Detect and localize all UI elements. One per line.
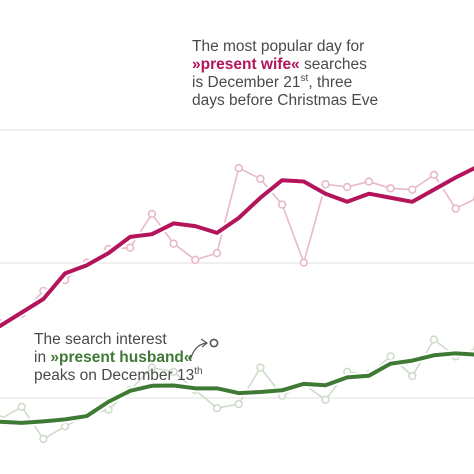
husband-peak-marker [209,338,219,348]
husband-raw-point [256,363,265,372]
annotation-text: The most popular day for [192,38,365,55]
wife-raw-point [408,185,417,194]
wife-raw-point [234,163,243,173]
husband-trend-line [0,351,474,425]
wife-raw-point [343,182,352,192]
husband-raw-point [408,371,417,381]
annotation-text: searches [304,56,367,73]
gridlines [0,129,474,399]
annotation-text: , three [308,74,353,91]
husband-arrow-head [200,338,209,348]
annotation-text: peaks on December 13 [34,367,195,384]
wife-raw-point [125,243,135,252]
wife-raw-point [191,255,200,265]
annotation-text: is December 21 [192,74,301,91]
wife-raw-point [429,170,439,180]
annotation-ordinal: th [194,365,203,377]
annotation-text: in [34,349,47,366]
husband-trend-series [0,349,474,427]
wife-trend-line [0,166,474,328]
husband-raw-point [386,352,395,361]
wife-trend-halo [0,163,474,330]
wife-raw-point [451,204,460,213]
wife-raw-point [321,180,330,189]
husband-raw-point [234,399,243,409]
wife-peak-annotation: The most popular day for »present wife« … [192,38,378,110]
husband-raw-point [60,422,70,431]
husband-raw-point [147,363,157,372]
husband-raw-point [39,434,48,444]
husband-raw-point [212,404,222,413]
annotation-text: The search interest [34,331,167,348]
husband-raw-point [169,367,178,376]
wife-raw-point [277,200,287,209]
wife-raw-point [386,184,395,193]
callout-arrows [189,338,219,362]
annotation-ordinal: st [300,72,309,84]
series-label-present-husband: »present husband« [50,349,193,366]
husband-raw-point [17,402,26,411]
wife-raw-point [147,209,157,219]
wife-raw-point [364,177,374,186]
annotation-text: days before Christmas Eve [192,92,379,109]
wife-raw-point [299,258,308,267]
series-label-present-wife: »present wife« [192,56,300,73]
wife-raw-point [169,239,178,248]
wife-trend-series [0,163,474,330]
wife-raw-point [256,174,265,184]
wife-raw-point [212,248,222,258]
husband-callout-arrow [189,342,207,362]
husband-peak-annotation: The search interest in »present husband«… [34,331,203,385]
husband-raw-point [429,335,439,344]
husband-raw-point [321,395,330,404]
